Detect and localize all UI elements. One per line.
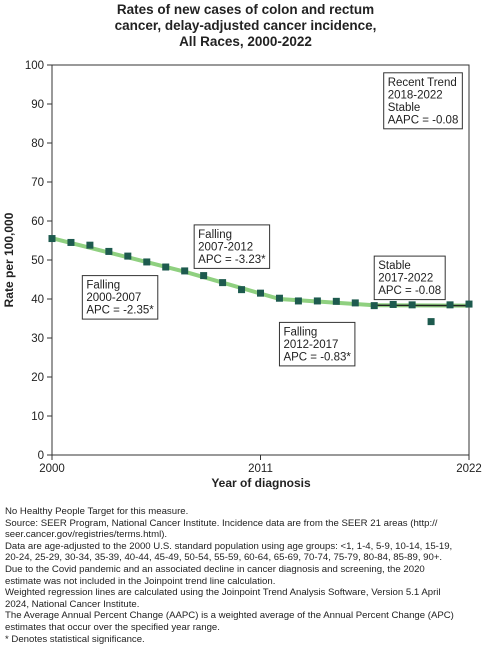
annotation-box [383, 72, 463, 130]
footnote-line: Weighted regression lines are calculated… [5, 587, 441, 599]
annotation-text: APC = -2.35* [86, 305, 154, 317]
annotation-text: Falling [283, 326, 317, 338]
x-axis-label: Year of diagnosis [211, 476, 311, 490]
data-point [162, 263, 170, 271]
data-point [86, 241, 94, 249]
data-point [143, 258, 151, 266]
plot-area: 0 10 20 30 40 50 60 70 80 90 100 2000 2011 2022 Fallin… [25, 60, 482, 475]
data-point [257, 289, 264, 297]
chart-title-line: cancer, delay-adjusted cancer incidence, [114, 18, 377, 33]
annotation-text: AAPC = -0.08 [388, 114, 459, 126]
data-point [238, 286, 246, 294]
data-point [332, 297, 340, 305]
footnote-line: Source: SEER Program, National Cancer In… [5, 517, 438, 529]
x-tick-label: 2000 [39, 463, 65, 475]
annotation-text: 2000-2007 [86, 292, 141, 304]
x-tick-label: 2022 [456, 463, 482, 475]
annotation-box [278, 321, 356, 367]
annotation-text: Stable [378, 260, 411, 272]
footnote-line: seer.cancer.gov/registries/terms.html). [5, 529, 168, 541]
x-tick-label: 2011 [248, 463, 273, 475]
annotation-text: 2007-2012 [198, 241, 253, 253]
y-tick-label: 10 [31, 411, 44, 423]
annotation-box [81, 275, 159, 320]
y-tick-label: 30 [31, 333, 44, 345]
footnote-line: Due to the Covid pandemic and an associa… [5, 563, 425, 575]
y-tick-label: 0 [38, 450, 44, 462]
data-point [351, 299, 359, 307]
data-point [105, 247, 113, 255]
data-point [408, 301, 416, 309]
data-point [389, 300, 397, 308]
y-tick-label: 60 [31, 216, 44, 228]
data-point [67, 238, 75, 246]
annotation-text: Stable [388, 102, 421, 114]
data-point-excluded [427, 318, 435, 326]
footnote-line: estimate was not included in the Joinpoi… [5, 575, 276, 587]
annotation-text: APC = -0.83* [283, 351, 351, 363]
annotation-text: Falling [198, 229, 232, 241]
data-point [48, 235, 56, 243]
data-point [124, 252, 132, 260]
footnote-line: * Denotes statistical significance. [5, 633, 145, 645]
annotation-box [373, 255, 446, 301]
footnotes: No Healthy People Target for this measur… [5, 506, 487, 645]
data-point [313, 297, 321, 305]
y-tick-label: 90 [31, 99, 44, 111]
footnote-line: The Average Annual Percent Change (AAPC)… [5, 610, 454, 622]
data-point [294, 297, 302, 305]
y-tick-label: 50 [31, 255, 44, 267]
annotation-text: Falling [86, 280, 120, 292]
chart-title-line: Rates of new cases of colon and rectum [116, 2, 375, 17]
y-axis-label: Rate per 100,000 [2, 212, 16, 307]
annotation-text: APC = -0.08 [378, 285, 441, 297]
footnote-line: 2024, National Cancer Institute. [5, 598, 140, 610]
annotation-text: Recent Trend [388, 77, 457, 89]
footnote-line: estimates that occur over the specified … [5, 621, 220, 633]
annotation-text: APC = -3.23* [198, 254, 266, 266]
annotation-box [193, 224, 271, 269]
data-point [275, 294, 283, 302]
y-tick-label: 20 [31, 372, 44, 384]
chart: 0 10 20 30 40 50 60 70 80 90 100 2000 2011 2022 Fallin… [2, 60, 482, 490]
chart-title-line: All Races, 2000-2022 [179, 34, 312, 49]
data-point [200, 272, 208, 280]
y-tick-label: 70 [31, 177, 44, 189]
data-point [446, 301, 454, 309]
footnote-line: 20-24, 25-29, 30-34, 35-39, 40-44, 45-49… [5, 552, 443, 564]
annotation-text: 2017-2022 [378, 273, 433, 285]
annotation-text: 2018-2022 [388, 89, 443, 101]
data-point [181, 267, 189, 275]
annotation-text: 2012-2017 [283, 339, 338, 351]
footnote-line: Data are age-adjusted to the 2000 U.S. s… [5, 540, 453, 552]
y-tick-label: 40 [31, 294, 44, 306]
chart-title: Rates of new cases of colon and rectum c… [0, 2, 491, 50]
data-point [465, 300, 473, 308]
y-tick-label: 80 [31, 138, 44, 150]
data-point [219, 279, 227, 287]
footnote-line: No Healthy People Target for this measur… [5, 506, 189, 517]
data-point [370, 302, 378, 310]
y-tick-label: 100 [25, 60, 44, 72]
